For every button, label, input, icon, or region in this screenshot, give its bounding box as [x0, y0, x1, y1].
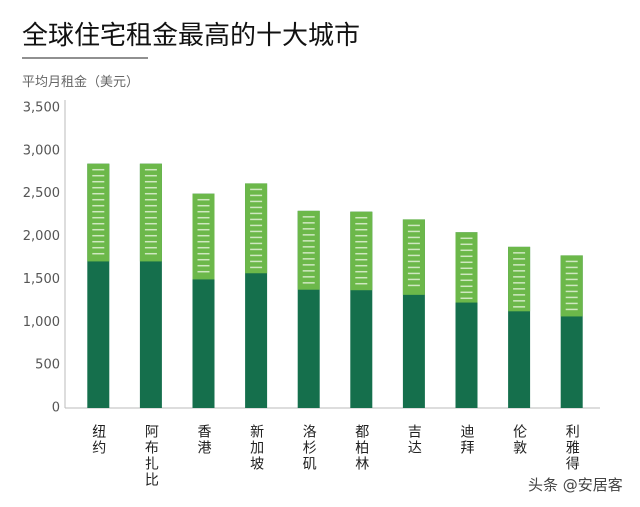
- building-top: [192, 193, 215, 280]
- building-top: [139, 163, 162, 262]
- x-tick-label: 阿布扎比: [143, 424, 159, 488]
- y-tick-label: 1,500: [23, 272, 60, 287]
- x-tick-label: 迪拜: [459, 424, 475, 456]
- building-top: [87, 163, 110, 262]
- watermark: 头条 @安居客: [528, 476, 623, 494]
- x-tick-label: 香港: [196, 424, 212, 456]
- y-tick-label: 500: [35, 358, 60, 373]
- x-tick-label: 都柏林: [353, 424, 369, 472]
- y-axis-label: 平均月租金（美元）: [22, 74, 139, 90]
- y-tick-label: 3,500: [23, 101, 60, 116]
- building-top: [402, 219, 425, 295]
- y-tick-label: 2,500: [23, 186, 60, 201]
- y-tick-label: 2,000: [23, 229, 60, 244]
- x-tick-label: 洛杉矶: [301, 424, 317, 472]
- x-tick-label: 伦敦: [511, 424, 527, 456]
- building-top: [508, 246, 531, 312]
- y-tick-label: 1,000: [23, 315, 60, 330]
- y-tick-label: 3,000: [23, 143, 60, 158]
- building-top: [245, 183, 268, 274]
- x-tick-label: 利雅得: [564, 424, 580, 472]
- y-tick-label: 0: [52, 401, 60, 416]
- chart-title: 全球住宅租金最高的十大城市: [22, 21, 360, 51]
- x-tick-label: 纽约: [90, 424, 106, 456]
- x-tick-label: 新加坡: [248, 424, 264, 472]
- building-top: [297, 210, 320, 290]
- building-top: [350, 211, 373, 291]
- x-tick-label: 吉达: [406, 424, 422, 456]
